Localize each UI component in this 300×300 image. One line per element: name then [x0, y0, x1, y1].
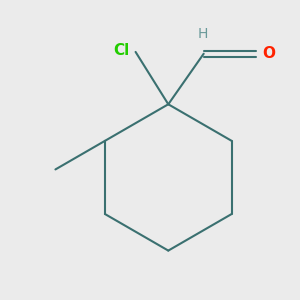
Text: O: O [262, 46, 275, 61]
Text: Cl: Cl [114, 43, 130, 58]
Text: H: H [197, 27, 208, 41]
